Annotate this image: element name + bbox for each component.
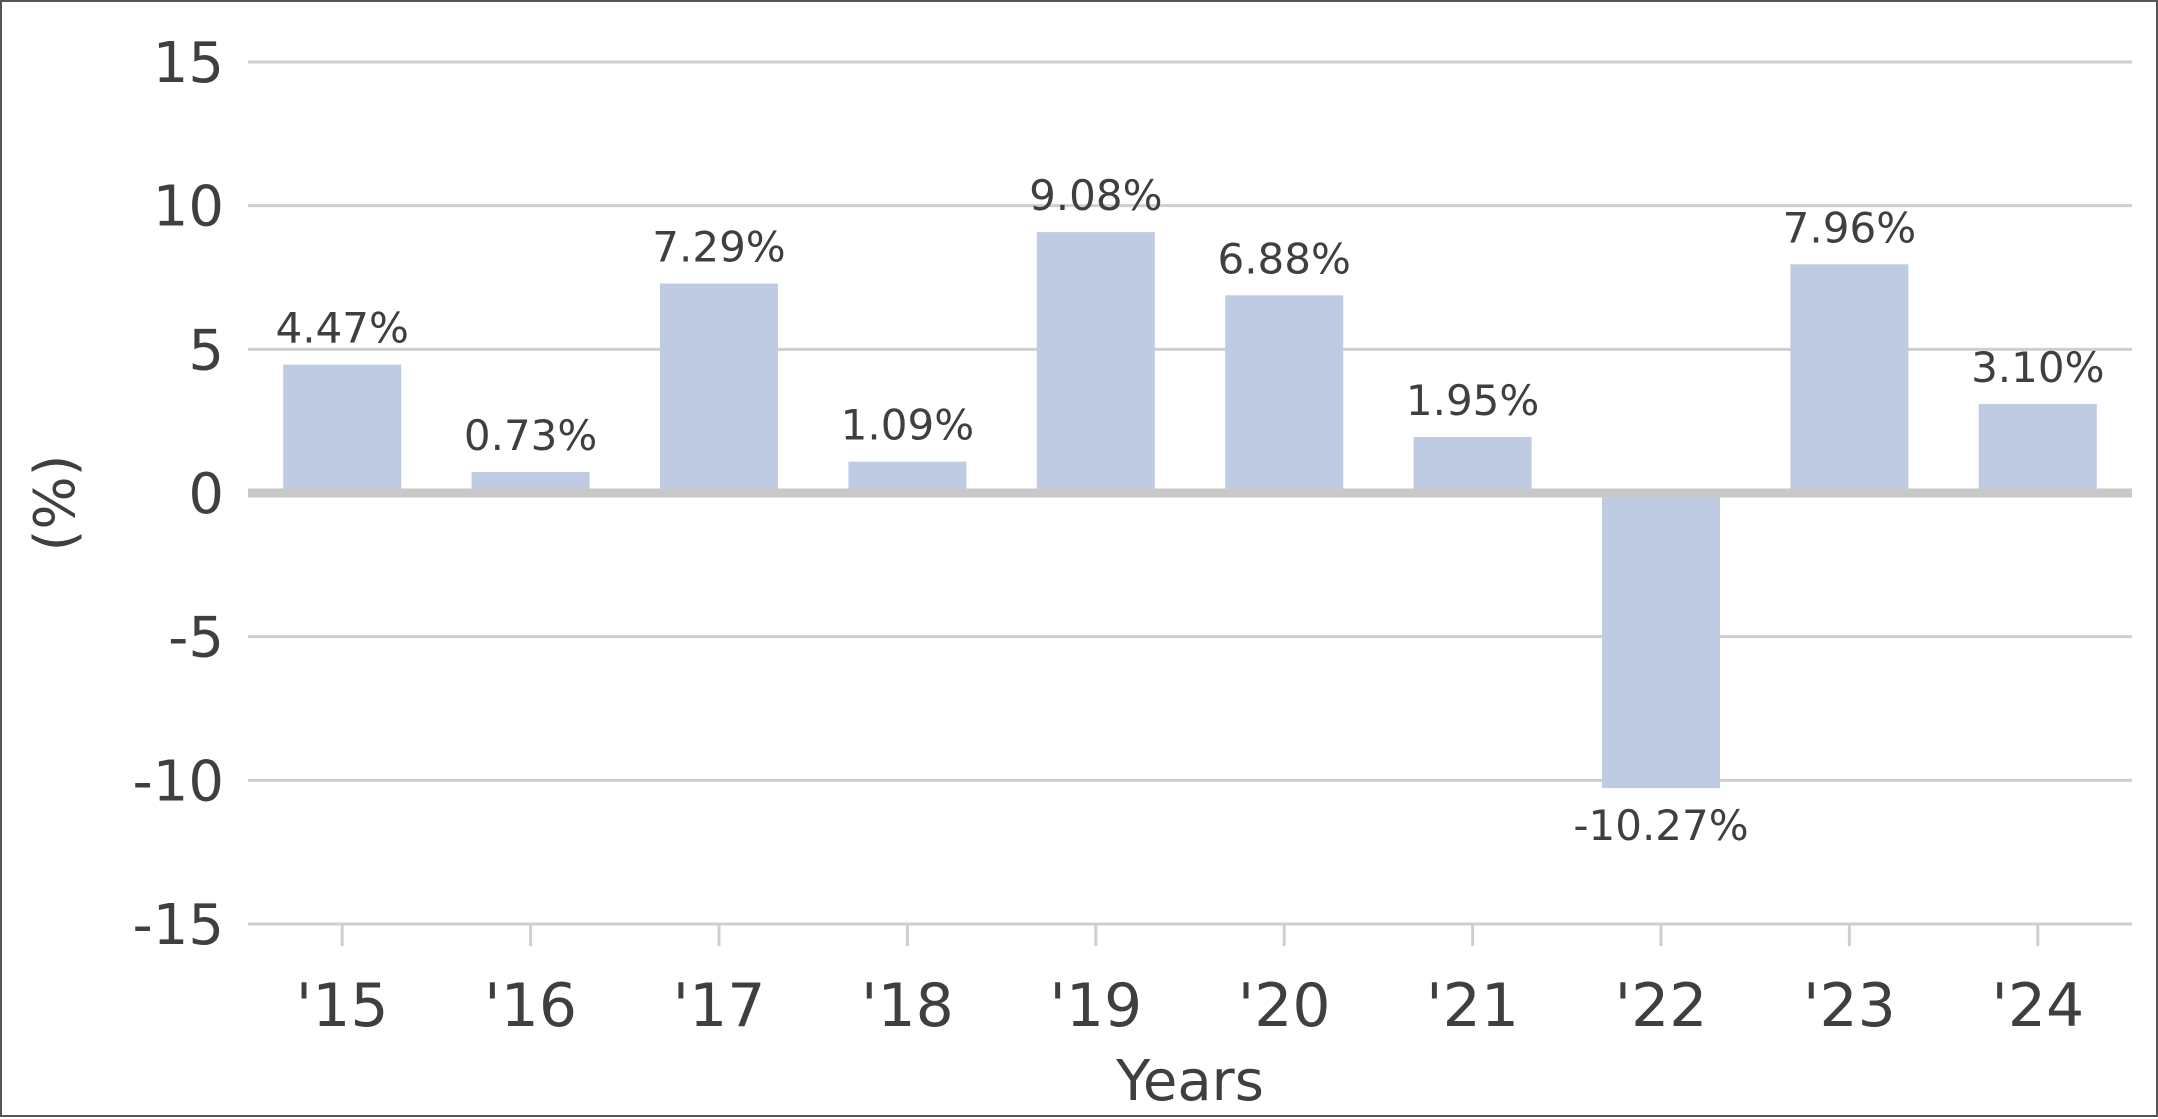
data-label: 1.09%	[841, 401, 974, 450]
bar	[1790, 264, 1909, 493]
y-tick-label: -5	[168, 606, 224, 671]
y-tick-labels: 15 10 5 0 -5 -10 -15	[133, 31, 224, 958]
data-labels: 4.47% 0.73% 7.29% 1.09% 9.08% 6.88% 1.95% -10.2…	[275, 171, 2104, 850]
y-tick-label: 0	[188, 462, 224, 527]
bar	[1978, 403, 2097, 493]
y-tick-label: 15	[153, 31, 224, 96]
bar	[1036, 232, 1155, 494]
data-label: 7.29%	[652, 223, 785, 272]
x-tick-label: '22	[1615, 971, 1708, 1041]
x-axis-title: Years	[1115, 1049, 1264, 1114]
x-tick-label: '17	[673, 971, 766, 1041]
zero-line-group	[248, 488, 2132, 926]
y-tick-label: 10	[153, 175, 224, 240]
bars	[283, 232, 2097, 789]
y-axis-title: (%)	[23, 455, 88, 552]
x-tick-label: '24	[1991, 971, 2084, 1041]
bar	[283, 364, 402, 493]
x-tick-label: '15	[296, 971, 389, 1041]
y-tick-label: -15	[133, 893, 224, 958]
x-tick-label: '23	[1803, 971, 1896, 1041]
bar	[1602, 493, 1720, 789]
bar	[1225, 295, 1344, 493]
x-tick-label: '16	[484, 971, 577, 1041]
bar	[471, 472, 590, 493]
data-label: 1.95%	[1406, 376, 1539, 425]
x-tick-label: '19	[1049, 971, 1142, 1041]
x-tick-labels: '15 '16 '17 '18 '19 '20 '21 '22 '23 '24	[296, 924, 2084, 1041]
data-label: 7.96%	[1783, 203, 1916, 252]
bar	[660, 283, 778, 493]
bar	[848, 461, 967, 493]
x-tick-label: '20	[1238, 971, 1331, 1041]
data-label: 4.47%	[275, 304, 408, 353]
x-tick-label: '18	[861, 971, 954, 1041]
data-label: 6.88%	[1217, 234, 1350, 283]
y-tick-label: -10	[133, 749, 224, 814]
y-tick-label: 5	[188, 318, 224, 383]
data-label: 0.73%	[464, 411, 597, 460]
data-label: -10.27%	[1573, 801, 1748, 850]
x-tick-label: '21	[1426, 971, 1519, 1041]
bar	[1413, 436, 1532, 493]
data-label: 3.10%	[1971, 343, 2104, 392]
data-label: 9.08%	[1029, 171, 1162, 220]
